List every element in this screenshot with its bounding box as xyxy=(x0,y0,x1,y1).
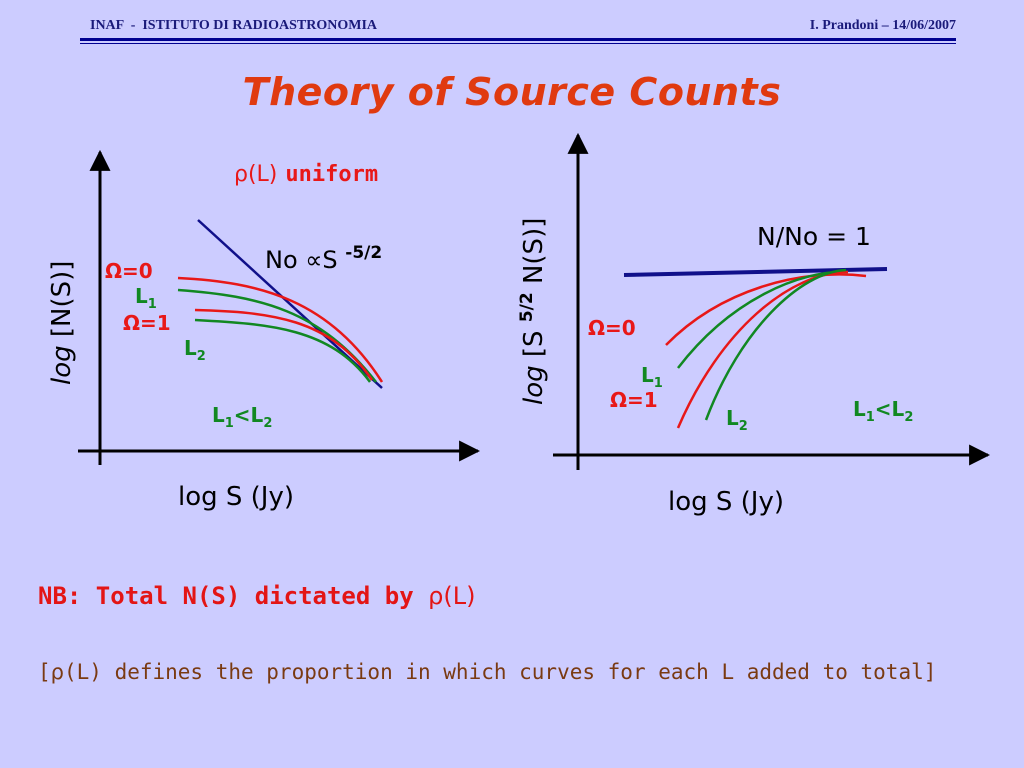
note-text: (L) defines the proportion in which curv… xyxy=(64,660,937,684)
right-panel: log [S 5/2 N(S)] log S (Jy) N/No = 1 Ω=0… xyxy=(517,132,991,517)
nb-paren: (L) xyxy=(443,582,476,610)
slide-header: INAF - ISTITUTO DI RADIOASTRONOMIA I. Pr… xyxy=(80,18,956,36)
left-l2-label: L2 xyxy=(184,336,206,364)
left-curve-omega1-l2 xyxy=(194,318,372,383)
note-rho: ρ xyxy=(50,660,64,684)
right-y-axis-label: log [S 5/2 N(S)] xyxy=(517,218,549,405)
nb-text: NB: Total N(S) dictated by xyxy=(38,582,429,610)
left-curve-omega0-l1 xyxy=(177,276,384,383)
right-l2-label: L2 xyxy=(726,406,748,434)
header-rule-thin xyxy=(80,43,956,44)
left-omega1-label: Ω=1 xyxy=(123,311,171,335)
left-l1-label: L1 xyxy=(135,284,157,312)
right-x-axis-label: log S (Jy) xyxy=(668,487,784,517)
left-curve-omega1-l1 xyxy=(194,308,374,381)
right-normalization-label: N/No = 1 xyxy=(757,222,871,251)
slide-title: Theory of Source Counts xyxy=(242,70,782,114)
right-omega1-label: Ω=1 xyxy=(610,388,658,412)
header-rule-thick xyxy=(80,38,956,41)
left-x-axis-label: log S (Jy) xyxy=(178,482,294,512)
right-luminosity-relation: L1<L2 xyxy=(853,397,913,425)
right-curve-omega1-l2 xyxy=(704,268,847,421)
note-open: [ xyxy=(38,660,51,684)
right-curve-omega0-l1 xyxy=(665,273,867,346)
left-slope-label: No ∝S -5/2 xyxy=(265,243,382,274)
left-y-axis-label: log [N(S)] xyxy=(47,261,77,385)
left-curve-omega0-l2 xyxy=(177,288,377,383)
left-luminosity-relation: L1<L2 xyxy=(212,403,272,431)
proportion-note: [ρ(L) defines the proportion in which cu… xyxy=(38,660,936,684)
left-panel: ρ(L) uniform log [N(S)] log S (Jy) No ∝S … xyxy=(47,149,481,512)
nb-statement: NB: Total N(S) dictated by ρ(L) xyxy=(38,582,475,610)
nb-rho: ρ xyxy=(428,582,444,610)
header-author-date: I. Prandoni – 14/06/2007 xyxy=(809,18,956,33)
left-omega0-label: Ω=0 xyxy=(105,259,153,283)
right-l1-label: L1 xyxy=(641,363,663,391)
right-omega0-label: Ω=0 xyxy=(588,316,636,340)
header-institute: INAF - ISTITUTO DI RADIOASTRONOMIA xyxy=(90,18,378,33)
left-subtitle: ρ(L) uniform xyxy=(234,162,378,187)
